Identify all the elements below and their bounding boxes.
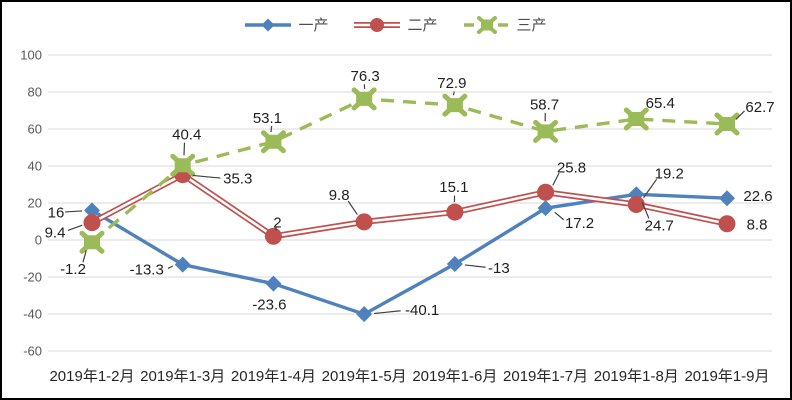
y-axis-tick-label: 80 <box>28 85 42 100</box>
y-axis-tick-label: -60 <box>23 344 42 359</box>
data-label-leader-line <box>735 110 745 120</box>
legend-item-secondary-industry: 二产 <box>354 15 438 35</box>
y-axis-tick-label: -20 <box>23 270 42 285</box>
y-axis-tick-label: -40 <box>23 307 42 322</box>
data-label: 19.2 <box>655 165 684 182</box>
y-axis-tick-label: 60 <box>28 122 42 137</box>
legend-circle-icon <box>370 18 385 32</box>
legend-line-circle-icon <box>354 18 401 32</box>
data-label: -13 <box>488 260 510 277</box>
legend-diamond-icon <box>261 18 275 32</box>
data-point-marker-diamond <box>718 190 735 207</box>
data-label: 16 <box>48 204 65 221</box>
data-point-marker-x-square <box>537 124 554 139</box>
data-point-marker-x-square <box>174 158 191 173</box>
data-label: 2 <box>273 214 281 231</box>
data-point-marker-circle <box>537 183 555 201</box>
data-point-marker-x-square <box>446 98 463 113</box>
data-label: 53.1 <box>253 110 282 127</box>
data-label: -13.3 <box>130 262 164 279</box>
legend-label-primary-industry: 一产 <box>298 16 329 34</box>
series-line-2 <box>90 97 728 244</box>
x-axis-category-label: 2019年1-7月 <box>503 368 588 385</box>
data-label: 22.6 <box>743 188 772 205</box>
data-point-marker-x-square <box>265 134 282 149</box>
series-line-0 <box>91 192 728 317</box>
data-label-leader-line <box>552 172 560 186</box>
data-label-leader-line <box>452 91 455 96</box>
data-label-leader-line <box>65 210 83 213</box>
data-point-marker-circle <box>446 203 464 221</box>
data-label: 8.8 <box>747 217 768 234</box>
x-axis-category-label: 2019年1-9月 <box>684 368 769 385</box>
data-label: 35.3 <box>223 171 252 188</box>
x-axis-category-label: 2019年1-5月 <box>322 368 407 385</box>
data-point-marker-circle <box>264 227 282 245</box>
legend-label-secondary-industry: 二产 <box>407 16 438 34</box>
data-label: 15.1 <box>439 179 468 196</box>
data-label: 9.4 <box>45 225 66 242</box>
y-axis-tick-label: 100 <box>20 48 42 63</box>
legend-label-tertiary-industry: 三产 <box>516 16 547 34</box>
legend-item-tertiary-industry: 三产 <box>463 15 547 35</box>
data-label: -40.1 <box>405 302 439 319</box>
data-point-marker-diamond <box>84 202 100 219</box>
data-point-marker-circle <box>718 215 736 233</box>
data-label-leader-line <box>167 265 174 269</box>
data-label-leader-line <box>554 211 565 221</box>
data-label: 24.7 <box>645 217 674 234</box>
data-point-marker-diamond <box>174 256 191 273</box>
data-label-leader-line <box>67 224 83 231</box>
data-label-leader-line <box>270 125 273 133</box>
y-axis-tick-label: 20 <box>28 196 42 211</box>
data-label: 62.7 <box>745 99 774 116</box>
data-point-marker-x-square <box>84 235 100 250</box>
x-axis-category-label: 2019年1-8月 <box>594 368 679 385</box>
data-label: 9.8 <box>329 187 350 204</box>
x-axis-category-label: 2019年1-3月 <box>140 368 225 385</box>
x-axis-category-label: 2019年1-2月 <box>49 368 134 385</box>
data-point-marker-x-square <box>628 112 645 127</box>
legend-item-primary-industry: 一产 <box>245 15 328 35</box>
data-label: 72.9 <box>437 75 466 92</box>
data-point-marker-circle <box>83 214 101 232</box>
data-label: 58.7 <box>530 96 559 113</box>
data-label: 65.4 <box>646 95 675 112</box>
data-label-leader-line <box>347 200 358 215</box>
data-label-leader-line <box>192 174 221 179</box>
data-label-leader-line <box>82 250 87 263</box>
data-label: -1.2 <box>60 261 86 278</box>
data-label-leader-line <box>641 202 650 219</box>
data-point-marker-diamond <box>356 306 373 323</box>
data-point-marker-circle <box>355 213 373 231</box>
y-axis-tick-label: 40 <box>28 159 42 174</box>
data-point-marker-x-square <box>356 91 373 106</box>
data-point-marker-diamond <box>265 275 282 292</box>
data-label: 76.3 <box>351 68 380 85</box>
data-point-marker-circle <box>627 195 645 213</box>
y-axis-tick-label: 0 <box>35 233 42 248</box>
data-point-marker-diamond <box>537 200 554 217</box>
x-axis-category-label: 2019年1-6月 <box>412 368 497 385</box>
data-point-marker-x-square <box>718 117 735 132</box>
data-label: 17.2 <box>565 215 594 232</box>
legend-x-square-icon <box>480 19 493 31</box>
data-label: 40.4 <box>172 126 201 143</box>
data-label: -23.6 <box>252 297 286 314</box>
legend: 一产 二产 三产 <box>2 15 790 35</box>
legend-line-diamond-icon <box>245 18 292 32</box>
data-label: 25.8 <box>557 159 586 176</box>
data-label-leader-line <box>643 178 658 198</box>
legend-line-x-icon <box>463 16 510 34</box>
data-point-marker-diamond <box>446 256 463 273</box>
series-line-inner-1 <box>91 173 728 238</box>
x-axis-category-label: 2019年1-4月 <box>231 368 316 385</box>
data-label-leader-line <box>464 264 486 268</box>
data-label-leader-line <box>374 310 401 315</box>
